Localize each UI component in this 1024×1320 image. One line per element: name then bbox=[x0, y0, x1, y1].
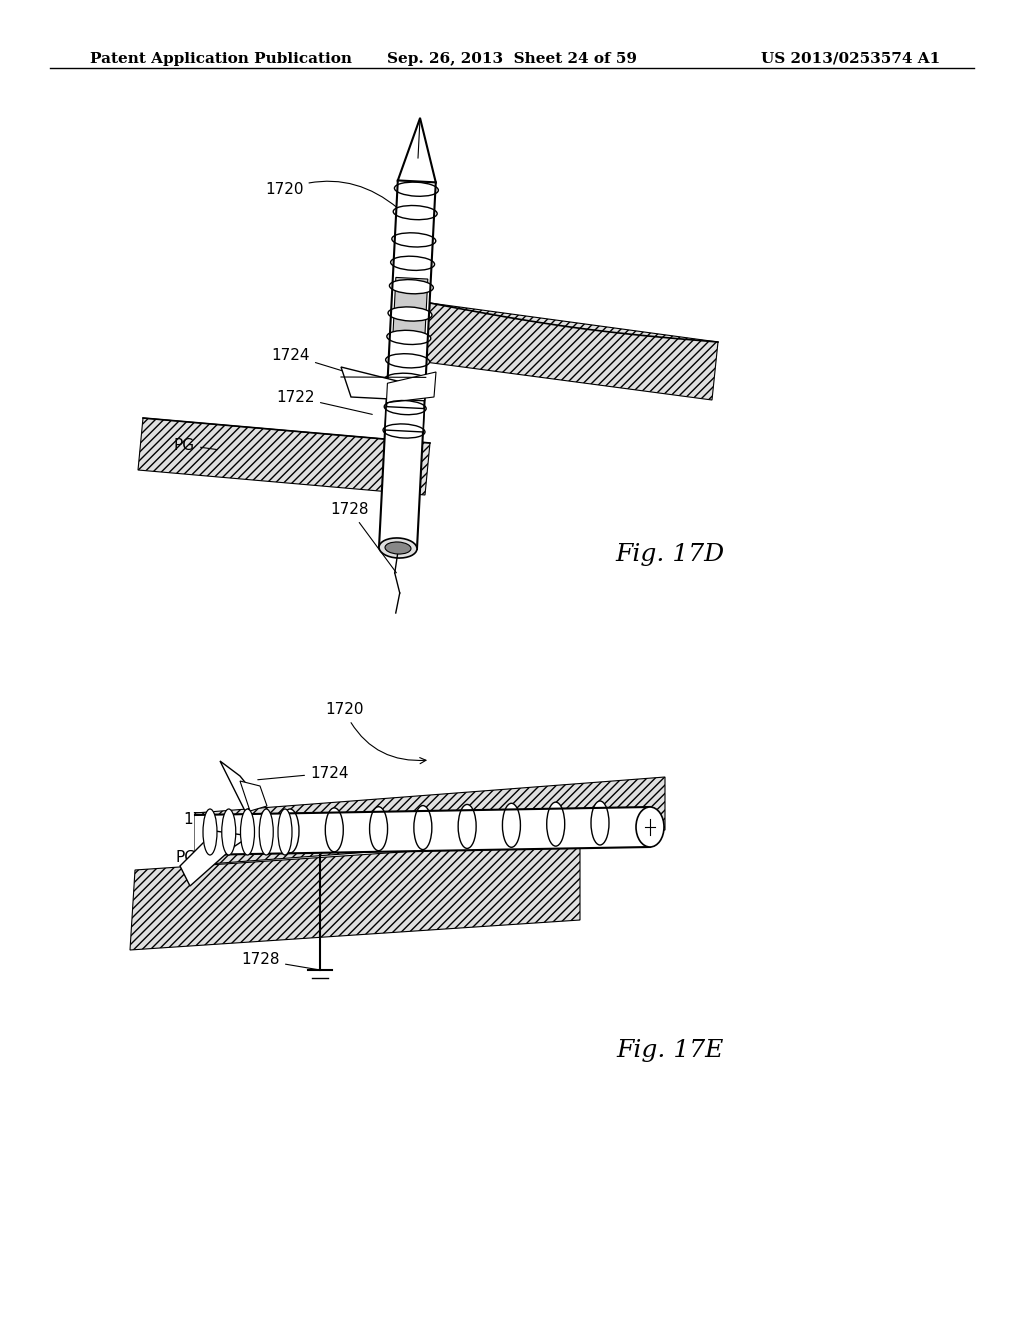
Text: Sep. 26, 2013  Sheet 24 of 59: Sep. 26, 2013 Sheet 24 of 59 bbox=[387, 51, 637, 66]
Polygon shape bbox=[398, 117, 436, 182]
Ellipse shape bbox=[278, 809, 292, 855]
Text: PG: PG bbox=[176, 850, 197, 866]
Polygon shape bbox=[195, 807, 650, 855]
Ellipse shape bbox=[389, 280, 433, 294]
Text: 1720: 1720 bbox=[265, 181, 398, 209]
Polygon shape bbox=[180, 832, 250, 886]
Ellipse shape bbox=[386, 354, 430, 368]
Ellipse shape bbox=[222, 809, 236, 855]
Ellipse shape bbox=[414, 805, 432, 850]
Polygon shape bbox=[385, 407, 424, 432]
Ellipse shape bbox=[393, 206, 437, 219]
Polygon shape bbox=[379, 181, 436, 549]
Ellipse shape bbox=[370, 807, 387, 850]
Ellipse shape bbox=[394, 182, 438, 197]
Polygon shape bbox=[195, 777, 665, 865]
Polygon shape bbox=[386, 372, 436, 403]
Text: Fig. 17D: Fig. 17D bbox=[615, 544, 725, 566]
Ellipse shape bbox=[385, 374, 429, 387]
Polygon shape bbox=[220, 762, 260, 810]
Ellipse shape bbox=[390, 256, 434, 271]
Polygon shape bbox=[240, 781, 267, 810]
Ellipse shape bbox=[387, 330, 431, 345]
Ellipse shape bbox=[241, 809, 255, 855]
Polygon shape bbox=[138, 418, 430, 495]
Polygon shape bbox=[379, 181, 436, 549]
Ellipse shape bbox=[636, 807, 664, 847]
Text: Fig. 17E: Fig. 17E bbox=[616, 1039, 724, 1061]
Ellipse shape bbox=[203, 809, 217, 855]
Polygon shape bbox=[341, 367, 426, 401]
Text: Patent Application Publication: Patent Application Publication bbox=[90, 51, 352, 66]
Text: US 2013/0253574 A1: US 2013/0253574 A1 bbox=[761, 51, 940, 66]
Ellipse shape bbox=[281, 809, 299, 853]
Ellipse shape bbox=[392, 232, 436, 247]
Text: PG: PG bbox=[174, 437, 217, 453]
Polygon shape bbox=[425, 304, 718, 400]
Polygon shape bbox=[393, 277, 428, 335]
Ellipse shape bbox=[458, 804, 476, 849]
Text: 1728: 1728 bbox=[242, 953, 317, 969]
Ellipse shape bbox=[385, 543, 411, 554]
Text: 1720: 1720 bbox=[325, 702, 426, 764]
Ellipse shape bbox=[388, 308, 432, 321]
Ellipse shape bbox=[547, 803, 564, 846]
Polygon shape bbox=[130, 840, 580, 950]
Text: 1722: 1722 bbox=[276, 389, 373, 414]
Ellipse shape bbox=[326, 808, 343, 851]
Text: 1724: 1724 bbox=[271, 347, 353, 374]
Text: 1724: 1724 bbox=[258, 766, 348, 780]
Text: 1728: 1728 bbox=[331, 503, 396, 573]
Ellipse shape bbox=[379, 539, 417, 558]
Ellipse shape bbox=[503, 804, 520, 847]
Ellipse shape bbox=[591, 801, 609, 845]
Ellipse shape bbox=[259, 809, 273, 855]
Text: 1722: 1722 bbox=[183, 813, 222, 828]
